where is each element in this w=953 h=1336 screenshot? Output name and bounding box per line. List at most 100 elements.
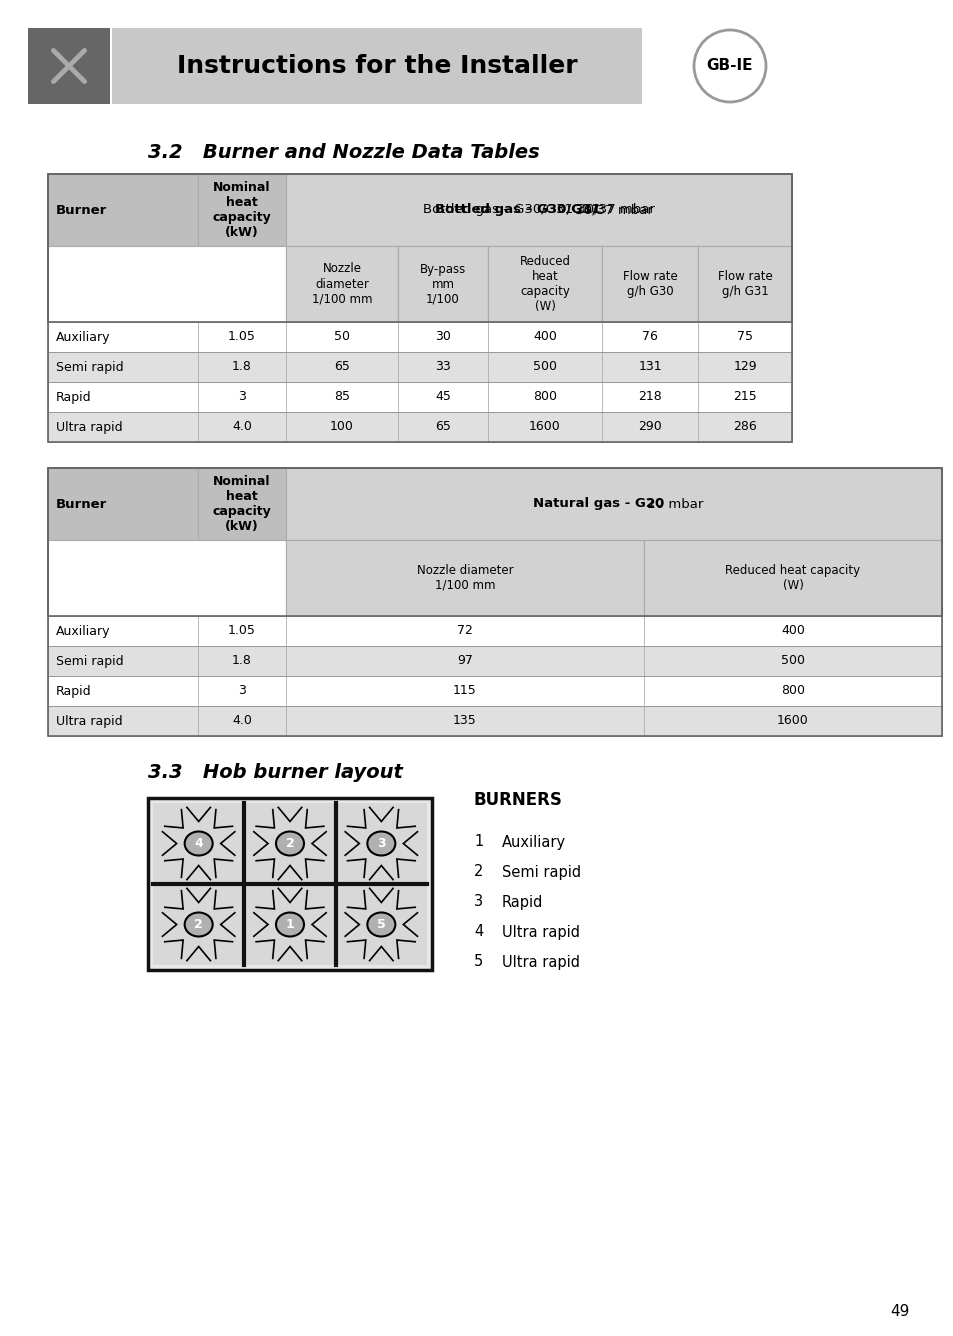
Bar (198, 468, 286, 540)
Text: BURNERS: BURNERS (474, 791, 562, 810)
Text: 45: 45 (435, 390, 451, 403)
Text: 3: 3 (238, 390, 246, 403)
Text: 218: 218 (638, 390, 661, 403)
Text: 65: 65 (435, 421, 451, 433)
Text: 3: 3 (474, 895, 482, 910)
Bar (601, 246, 698, 322)
Text: 2: 2 (194, 918, 203, 931)
Text: 1.8: 1.8 (232, 655, 252, 668)
Bar (48, 647, 941, 676)
Text: Semi rapid: Semi rapid (56, 361, 124, 374)
Bar (48, 322, 791, 351)
Bar (397, 411, 488, 442)
Bar (698, 322, 791, 351)
Text: Burner: Burner (56, 203, 107, 216)
Bar (601, 411, 698, 442)
Bar (397, 382, 488, 411)
Ellipse shape (185, 912, 213, 937)
Text: 1.05: 1.05 (228, 624, 255, 637)
Bar (152, 803, 244, 884)
Text: 129: 129 (733, 361, 756, 374)
Text: 1600: 1600 (777, 715, 808, 728)
Text: Rapid: Rapid (56, 390, 91, 403)
Bar (48, 246, 286, 322)
Text: 3: 3 (238, 684, 246, 697)
Text: Rapid: Rapid (56, 684, 91, 697)
Bar (48, 382, 198, 411)
Bar (198, 647, 286, 676)
Text: 49: 49 (889, 1304, 909, 1320)
Text: Nominal
heat
capacity
(kW): Nominal heat capacity (kW) (213, 476, 271, 533)
Text: Nozzle diameter
1/100 mm: Nozzle diameter 1/100 mm (416, 564, 513, 592)
Bar (335, 884, 427, 965)
Text: 1.05: 1.05 (228, 330, 255, 343)
Bar (48, 411, 198, 442)
Text: 1.8: 1.8 (232, 361, 252, 374)
Bar (198, 322, 286, 351)
Text: 50: 50 (334, 330, 350, 343)
Bar (28, 28, 110, 104)
Circle shape (693, 29, 765, 102)
Text: Reduced
heat
capacity
(W): Reduced heat capacity (W) (519, 255, 570, 313)
Text: Rapid: Rapid (501, 895, 543, 910)
Text: Semi rapid: Semi rapid (56, 655, 124, 668)
Bar (286, 174, 791, 246)
Text: 215: 215 (732, 390, 756, 403)
Bar (198, 676, 286, 705)
Text: 290: 290 (638, 421, 661, 433)
Text: Bottled gas – G30/G31 30/37 mbar: Bottled gas – G30/G31 30/37 mbar (422, 203, 655, 216)
Text: 800: 800 (781, 684, 804, 697)
Text: 135: 135 (453, 715, 476, 728)
Text: Natural gas - G20: Natural gas - G20 (532, 497, 663, 510)
Text: 30/37 mbar: 30/37 mbar (571, 203, 653, 216)
Text: Nominal
heat
capacity
(kW): Nominal heat capacity (kW) (213, 180, 271, 239)
Text: 1: 1 (474, 835, 483, 850)
Bar (48, 647, 198, 676)
Bar (286, 322, 397, 351)
Text: 4: 4 (474, 925, 483, 939)
Text: Auxiliary: Auxiliary (56, 330, 111, 343)
Text: 500: 500 (781, 655, 804, 668)
Text: 2: 2 (285, 836, 294, 850)
Text: Auxiliary: Auxiliary (56, 624, 111, 637)
Text: 4.0: 4.0 (232, 421, 252, 433)
Bar (286, 676, 643, 705)
Bar (48, 705, 198, 736)
Bar (48, 351, 791, 382)
Bar (152, 884, 244, 965)
Text: 5: 5 (376, 918, 385, 931)
Bar (48, 351, 198, 382)
Text: 72: 72 (456, 624, 473, 637)
Text: 65: 65 (334, 361, 350, 374)
Bar (244, 884, 335, 965)
Text: 33: 33 (435, 361, 451, 374)
Bar (397, 322, 488, 351)
Ellipse shape (185, 831, 213, 855)
Bar (48, 676, 941, 705)
Text: Ultra rapid: Ultra rapid (56, 715, 123, 728)
Text: 131: 131 (638, 361, 661, 374)
Bar (643, 540, 941, 616)
Bar (335, 803, 427, 884)
Text: 115: 115 (453, 684, 476, 697)
Bar (286, 382, 397, 411)
Text: 100: 100 (330, 421, 354, 433)
Text: 1: 1 (285, 918, 294, 931)
Bar (488, 382, 601, 411)
Text: Bottled gas – G30/G31: Bottled gas – G30/G31 (435, 203, 599, 216)
Bar (48, 540, 286, 616)
Bar (397, 246, 488, 322)
Bar (48, 174, 791, 322)
Text: Reduced heat capacity
(W): Reduced heat capacity (W) (724, 564, 860, 592)
Text: 400: 400 (781, 624, 804, 637)
Text: 4: 4 (194, 836, 203, 850)
Bar (48, 411, 791, 442)
Text: 3: 3 (376, 836, 385, 850)
Bar (198, 705, 286, 736)
Text: 1600: 1600 (529, 421, 560, 433)
Bar (698, 382, 791, 411)
Bar (48, 382, 791, 411)
Bar (48, 676, 198, 705)
Text: Flow rate
g/h G31: Flow rate g/h G31 (717, 270, 772, 298)
Text: Ultra rapid: Ultra rapid (56, 421, 123, 433)
